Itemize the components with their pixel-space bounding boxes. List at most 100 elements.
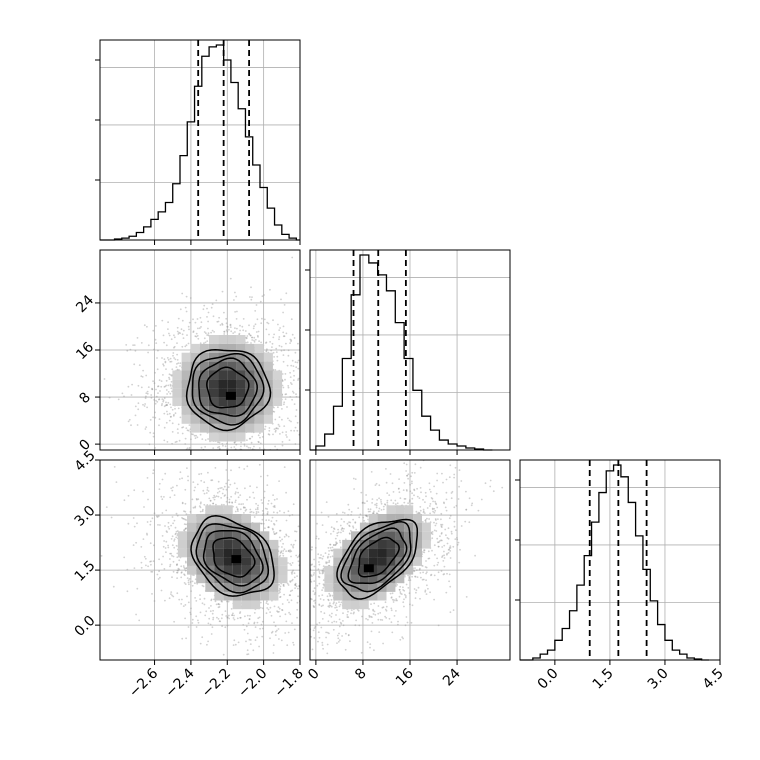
scatter-point	[172, 486, 174, 489]
scatter-point	[443, 554, 445, 557]
density-cell	[241, 565, 251, 575]
scatter-point	[283, 335, 286, 338]
scatter-point	[407, 473, 410, 476]
scatter-point	[179, 308, 182, 311]
scatter-point	[267, 503, 269, 505]
scatter-point	[272, 528, 274, 531]
scatter-point	[327, 553, 330, 556]
scatter-point	[187, 475, 189, 478]
scatter-point	[291, 333, 294, 336]
scatter-point	[230, 330, 233, 333]
scatter-point	[449, 550, 452, 552]
density-cell	[223, 548, 233, 558]
scatter-point	[337, 528, 339, 531]
scatter-point	[189, 611, 192, 614]
density-cell	[254, 414, 264, 424]
scatter-point	[144, 461, 146, 463]
scatter-point	[207, 311, 210, 314]
scatter-point	[169, 385, 172, 387]
scatter-point	[256, 486, 258, 489]
data-layer	[100, 40, 709, 661]
scatter-point	[311, 534, 313, 536]
scatter-point	[290, 340, 292, 343]
density-cell	[227, 423, 237, 433]
scatter-point	[181, 488, 183, 490]
scatter-point	[188, 578, 191, 580]
scatter-point	[357, 609, 360, 612]
scatter-point	[281, 546, 283, 548]
scatter-point	[246, 632, 249, 635]
scatter-point	[267, 603, 269, 605]
scatter-point	[331, 555, 334, 558]
scatter-point	[290, 564, 293, 566]
scatter-point	[279, 615, 281, 618]
scatter-point	[242, 318, 245, 320]
scatter-point	[168, 412, 171, 415]
scatter-point	[112, 585, 115, 588]
scatter-point	[253, 621, 256, 624]
scatter-point	[290, 318, 293, 321]
scatter-point	[289, 382, 292, 384]
scatter-point	[174, 533, 177, 536]
scatter-point	[199, 510, 202, 513]
scatter-point	[283, 466, 286, 468]
scatter-point	[160, 404, 163, 407]
scatter-point	[146, 532, 148, 535]
scatter-point	[165, 344, 168, 347]
scatter-point	[448, 573, 451, 576]
scatter-point	[268, 333, 270, 336]
scatter-point	[162, 334, 165, 337]
scatter-point	[179, 416, 182, 419]
scatter-point	[121, 392, 124, 395]
scatter-point	[211, 626, 214, 629]
contour-level-3	[195, 523, 270, 594]
scatter-point	[146, 325, 148, 328]
scatter-point	[221, 492, 224, 495]
scatter-point	[144, 428, 147, 430]
scatter-point	[365, 515, 368, 517]
scatter-point	[358, 516, 361, 519]
scatter-point	[362, 501, 364, 504]
scatter-point	[449, 545, 452, 547]
scatter-point	[237, 641, 240, 644]
scatter-point	[142, 538, 145, 540]
scatter-point	[267, 499, 270, 502]
scatter-point	[282, 550, 285, 552]
scatter-point	[349, 521, 352, 524]
scatter-point	[264, 428, 266, 431]
density-cell	[214, 557, 224, 566]
scatter-point	[342, 620, 344, 622]
scatter-point	[215, 603, 218, 606]
density-cell	[241, 548, 251, 558]
scatter-point	[158, 488, 161, 491]
scatter-point	[169, 563, 172, 566]
scatter-point	[253, 341, 256, 343]
scatter-point	[263, 496, 266, 499]
scatter-point	[354, 522, 357, 524]
density-cell	[251, 583, 261, 592]
scatter-point	[291, 562, 294, 564]
scatter-point	[334, 543, 337, 546]
density-cell	[251, 591, 261, 601]
scatter-point	[249, 437, 252, 440]
scatter-point	[170, 487, 173, 490]
density-cell	[205, 539, 215, 549]
scatter-point	[311, 606, 313, 608]
density-cell	[227, 361, 237, 371]
scatter-point	[198, 505, 201, 507]
scatter-point	[165, 401, 167, 404]
density-peak	[231, 555, 242, 564]
scatter-point	[222, 488, 225, 491]
scatter-point	[158, 570, 161, 573]
scatter-point	[260, 475, 262, 478]
scatter-point	[318, 541, 320, 543]
scatter-point	[163, 568, 166, 570]
scatter-point	[268, 433, 271, 436]
density-cell	[227, 379, 237, 389]
scatter-point	[230, 495, 233, 498]
scatter-point	[170, 552, 173, 555]
scatter-point	[264, 507, 267, 510]
scatter-point	[185, 637, 188, 640]
scatter-point	[282, 325, 285, 328]
